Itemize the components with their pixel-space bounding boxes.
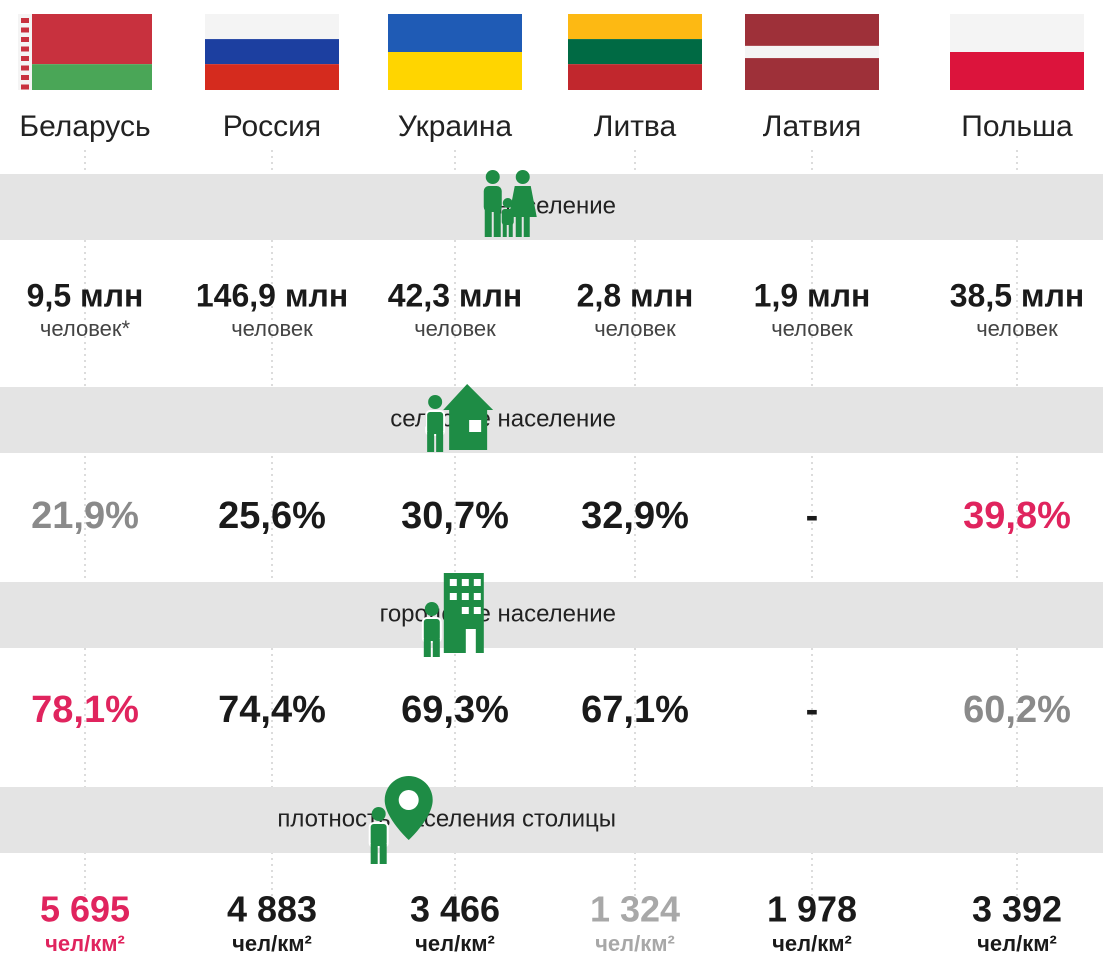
flag-ornament-mark — [21, 65, 29, 71]
flag-stripe — [568, 64, 702, 90]
unit: чел/км² — [232, 931, 312, 956]
flag-stripe — [745, 58, 879, 90]
flag — [745, 14, 879, 90]
flag — [18, 14, 152, 90]
flag-stripe — [205, 14, 339, 40]
flag-stripe — [950, 14, 1084, 52]
unit: человек — [414, 316, 496, 341]
value: 146,9 млн — [196, 277, 348, 313]
section-band — [0, 174, 1103, 240]
flag — [205, 14, 339, 90]
unit: чел/км² — [772, 931, 852, 956]
unit: человек — [771, 316, 853, 341]
flag-ornament-mark — [21, 27, 29, 33]
value: 25,6% — [218, 495, 326, 537]
value: 74,4% — [218, 689, 326, 731]
flag-ornament — [18, 14, 32, 90]
value: 3 466 — [410, 889, 500, 930]
value: 1 978 — [767, 889, 857, 930]
flag-stripe — [568, 39, 702, 65]
value: 1 324 — [590, 889, 680, 930]
flag — [568, 14, 702, 90]
flag-stripe — [205, 39, 339, 65]
value: 32,9% — [581, 495, 689, 537]
value: 5 695 — [40, 889, 130, 930]
country-name: Украина — [398, 110, 513, 143]
unit: человек — [976, 316, 1058, 341]
unit: человек* — [40, 316, 131, 341]
flag-stripe — [745, 45, 879, 59]
flag-stripe — [745, 14, 879, 46]
value: 42,3 млн — [388, 277, 523, 313]
flag-ornament-mark — [21, 37, 29, 42]
value: 1,9 млн — [754, 277, 871, 313]
country-name: Беларусь — [19, 110, 150, 143]
country-name: Польша — [961, 110, 1073, 143]
value: 67,1% — [581, 689, 689, 731]
flag — [388, 14, 522, 90]
value: 69,3% — [401, 689, 509, 731]
country-name: Россия — [223, 110, 321, 143]
flag-stripe — [18, 64, 152, 90]
flag-ornament-mark — [21, 46, 29, 52]
value: 78,1% — [31, 689, 139, 731]
flag-ornament-mark — [21, 18, 29, 23]
flag-ornament-mark — [21, 84, 29, 90]
value: - — [806, 689, 819, 731]
value: 4 883 — [227, 889, 317, 930]
value: 60,2% — [963, 689, 1071, 731]
value: - — [806, 495, 819, 537]
value: 2,8 млн — [577, 277, 694, 313]
value: 3 392 — [972, 889, 1062, 930]
section-title: городское население — [380, 600, 616, 627]
country-name: Латвия — [763, 110, 861, 143]
flag-stripe — [388, 52, 522, 90]
value: 30,7% — [401, 495, 509, 537]
unit: чел/км² — [415, 931, 495, 956]
value: 38,5 млн — [950, 277, 1085, 313]
section-title: сельское население — [390, 405, 616, 432]
flag-stripe — [205, 64, 339, 90]
unit: человек — [231, 316, 313, 341]
country-name: Литва — [594, 110, 677, 143]
unit: человек — [594, 316, 676, 341]
section-band — [0, 787, 1103, 853]
flag-stripe — [568, 14, 702, 40]
flag-ornament-mark — [21, 56, 29, 61]
flag-stripe — [18, 14, 152, 65]
value: 39,8% — [963, 495, 1071, 537]
flag-stripe — [388, 14, 522, 52]
section-band — [0, 387, 1103, 453]
flag-ornament-mark — [21, 75, 29, 80]
flag — [950, 14, 1084, 90]
value: 21,9% — [31, 495, 139, 537]
flag-stripe — [950, 52, 1084, 90]
section-title: плотность населения столицы — [277, 805, 616, 832]
unit: чел/км² — [45, 931, 125, 956]
unit: чел/км² — [977, 931, 1057, 956]
value: 9,5 млн — [27, 277, 144, 313]
unit: чел/км² — [595, 931, 675, 956]
section-band — [0, 582, 1103, 648]
